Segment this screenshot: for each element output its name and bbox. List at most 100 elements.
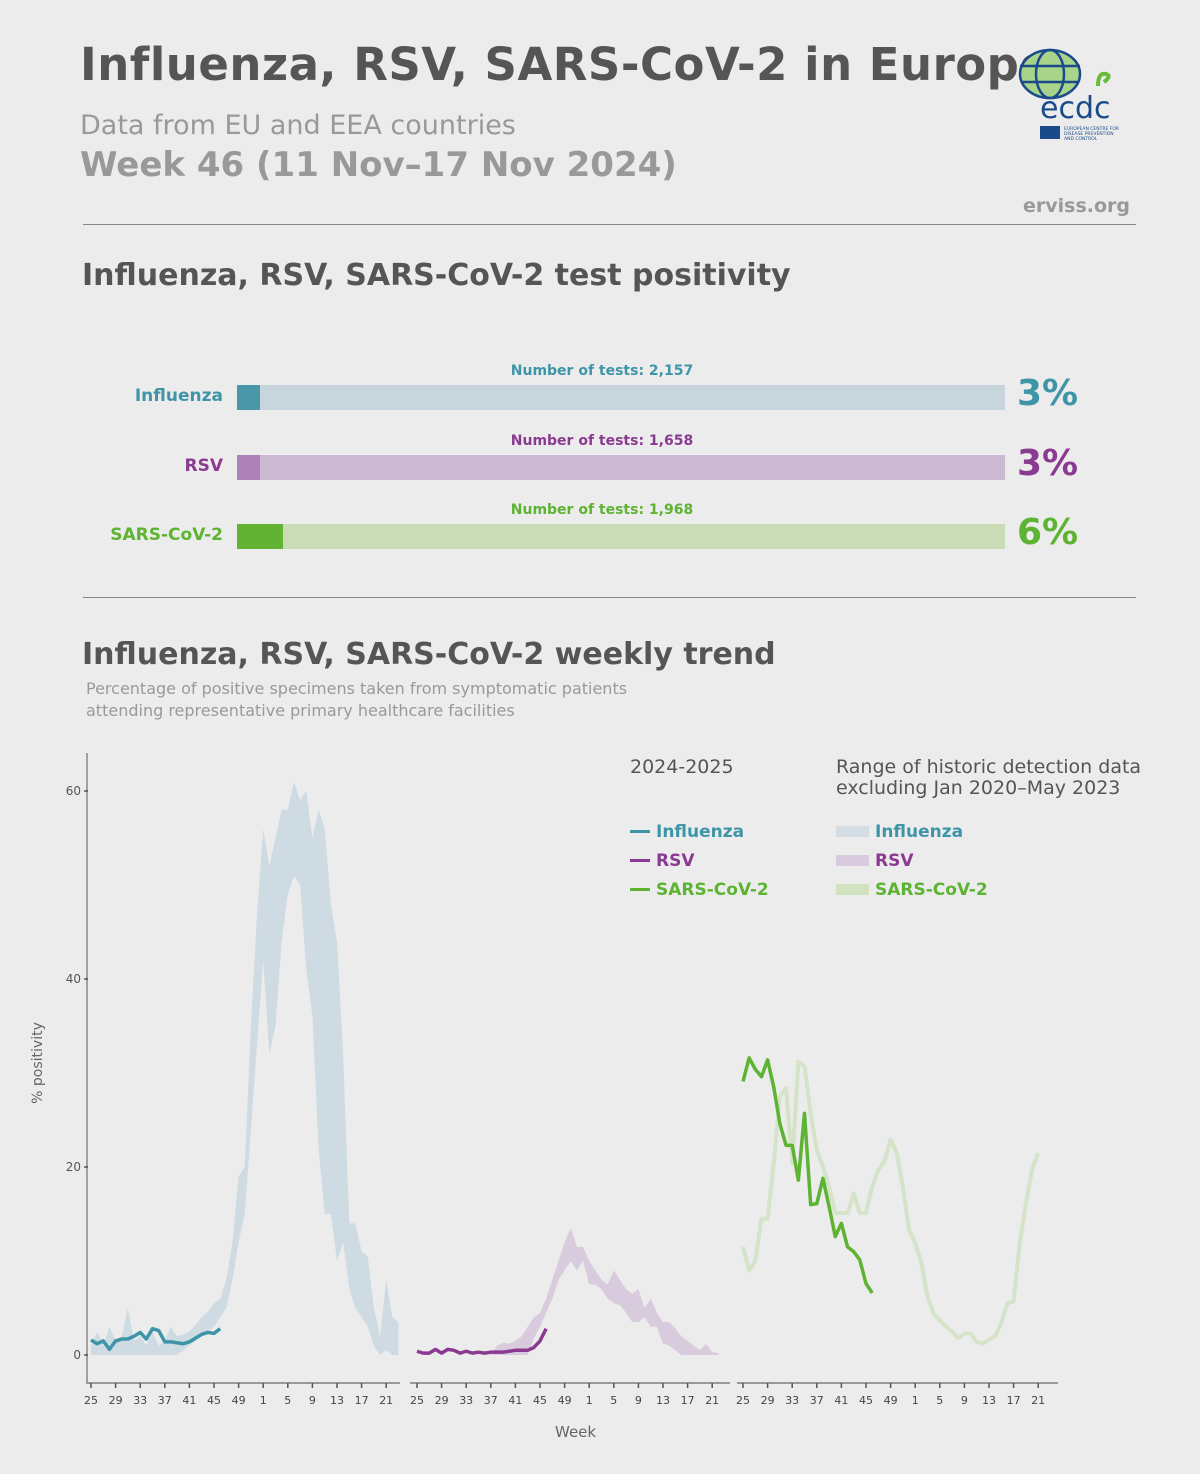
x-tick-label: 1 — [586, 1394, 593, 1407]
description-line: attending representative primary healthc… — [86, 701, 515, 720]
x-tick-label: 9 — [635, 1394, 642, 1407]
x-tick-label: 49 — [884, 1394, 898, 1407]
legend-swatch — [630, 888, 650, 891]
x-tick-label: 37 — [484, 1394, 498, 1407]
legend-swatch — [630, 859, 650, 862]
source-link[interactable]: erviss.org — [1022, 195, 1130, 217]
x-tick-label: 49 — [558, 1394, 572, 1407]
divider — [83, 597, 1136, 598]
legend-item-rsv: RSV — [630, 846, 769, 875]
historic-range-band-1 — [417, 1228, 719, 1355]
x-tick-label: 49 — [232, 1394, 246, 1407]
x-tick-label: 29 — [761, 1394, 775, 1407]
globe-logo-icon: ecdc EUROPEAN CENTRE FOR DISEASE PREVENT… — [1018, 48, 1119, 142]
bar-label: RSV — [184, 456, 224, 476]
x-tick-label: 21 — [1031, 1394, 1045, 1407]
y-tick-label: 60 — [66, 784, 81, 798]
legend-range-title-line: Range of historic detection data — [836, 756, 1142, 778]
current-season-line-1 — [416, 1327, 548, 1355]
historic-range-band-0 — [91, 781, 399, 1355]
x-tick-label: 25 — [410, 1394, 424, 1407]
bar-label: Influenza — [134, 386, 223, 406]
positivity-bar-fill — [237, 524, 284, 549]
x-tick-label: 45 — [533, 1394, 547, 1407]
number-of-tests: Number of tests: 1,968 — [510, 502, 694, 518]
legend-range-rsv: RSV — [836, 846, 1141, 875]
positivity-percent: 3% — [1017, 443, 1079, 484]
x-tick-label: 5 — [936, 1394, 943, 1407]
legend-range-title: Range of historic detection data excludin… — [836, 757, 1141, 801]
legend-item-influenza: Influenza — [630, 817, 769, 846]
legend-range-influenza: Influenza — [836, 817, 1141, 846]
x-axis-label: Week — [555, 1423, 597, 1441]
legend-swatch — [630, 830, 650, 833]
ecdc-logo: ecdc EUROPEAN CENTRE FOR DISEASE PREVENT… — [1018, 46, 1128, 142]
legend-swatch — [836, 855, 869, 866]
x-tick-label: 45 — [859, 1394, 873, 1407]
x-tick-label: 13 — [982, 1394, 996, 1407]
positivity-bar-fill — [237, 385, 261, 410]
page-title: Influenza, RSV, SARS-CoV-2 in Europe — [80, 38, 1051, 91]
positivity-percent: 6% — [1017, 512, 1079, 553]
positivity-bar — [237, 524, 1005, 549]
x-tick-label: 37 — [810, 1394, 824, 1407]
historic-range-line-2 — [741, 1059, 1041, 1346]
x-tick-label: 17 — [1007, 1394, 1021, 1407]
legend-range-title-line: excluding Jan 2020–May 2023 — [836, 777, 1121, 799]
current-season-line-2 — [741, 1056, 874, 1294]
x-tick-label: 25 — [84, 1394, 98, 1407]
x-tick-label: 41 — [508, 1394, 522, 1407]
x-tick-label: 21 — [705, 1394, 719, 1407]
svg-text:AND CONTROL: AND CONTROL — [1064, 136, 1098, 142]
x-tick-label: 45 — [207, 1394, 221, 1407]
x-tick-label: 25 — [736, 1394, 750, 1407]
trend-title: Influenza, RSV, SARS-CoV-2 weekly trend — [82, 637, 776, 672]
number-of-tests: Number of tests: 2,157 — [510, 363, 694, 379]
legend-range: Range of historic detection data excludin… — [836, 757, 1141, 904]
y-axis-label: % positivity — [30, 1022, 46, 1104]
x-tick-label: 1 — [260, 1394, 267, 1407]
page-subtitle: Data from EU and EEA countries — [80, 110, 516, 141]
positivity-bar — [237, 455, 1005, 480]
x-tick-label: 41 — [182, 1394, 196, 1407]
svg-text:EUROPEAN CENTRE FOR: EUROPEAN CENTRE FOR — [1064, 126, 1119, 132]
legend-swatch — [836, 884, 869, 895]
x-tick-label: 29 — [109, 1394, 123, 1407]
legend-range-sars-cov-2: SARS-CoV-2 — [836, 875, 1141, 904]
legend-label: RSV — [656, 850, 695, 871]
y-tick-label: 20 — [66, 1160, 81, 1174]
legend-label: RSV — [875, 850, 914, 871]
legend-item-sars-cov-2: SARS-CoV-2 — [630, 875, 769, 904]
x-tick-label: 5 — [284, 1394, 291, 1407]
reporting-week: Week 46 (11 Nov–17 Nov 2024) — [80, 145, 677, 185]
legend-label: SARS-CoV-2 — [875, 879, 988, 900]
x-tick-label: 21 — [379, 1394, 393, 1407]
positivity-bar — [237, 385, 1005, 410]
x-tick-label: 9 — [961, 1394, 968, 1407]
legend-current-title: 2024-2025 — [630, 756, 734, 778]
x-tick-label: 17 — [355, 1394, 369, 1407]
x-tick-label: 33 — [459, 1394, 473, 1407]
x-tick-label: 13 — [656, 1394, 670, 1407]
x-tick-label: 17 — [681, 1394, 695, 1407]
x-tick-label: 13 — [330, 1394, 344, 1407]
svg-text:DISEASE PREVENTION: DISEASE PREVENTION — [1064, 131, 1114, 137]
legend-label: SARS-CoV-2 — [656, 879, 769, 900]
x-tick-label: 33 — [785, 1394, 799, 1407]
positivity-bar-fill — [237, 455, 261, 480]
x-tick-label: 41 — [834, 1394, 848, 1407]
x-tick-label: 1 — [912, 1394, 919, 1407]
y-tick-label: 0 — [73, 1348, 81, 1362]
x-tick-label: 5 — [610, 1394, 617, 1407]
bar-label: SARS-CoV-2 — [110, 525, 223, 545]
legend-swatch — [836, 826, 869, 837]
x-tick-label: 33 — [133, 1394, 147, 1407]
svg-text:ecdc: ecdc — [1040, 91, 1111, 126]
x-tick-label: 9 — [309, 1394, 316, 1407]
trend-description: Percentage of positive specimens taken f… — [86, 678, 627, 722]
legend-label: Influenza — [656, 821, 745, 842]
positivity-title: Influenza, RSV, SARS-CoV-2 test positivi… — [82, 258, 791, 293]
x-tick-label: 29 — [435, 1394, 449, 1407]
y-tick-label: 40 — [66, 972, 81, 986]
